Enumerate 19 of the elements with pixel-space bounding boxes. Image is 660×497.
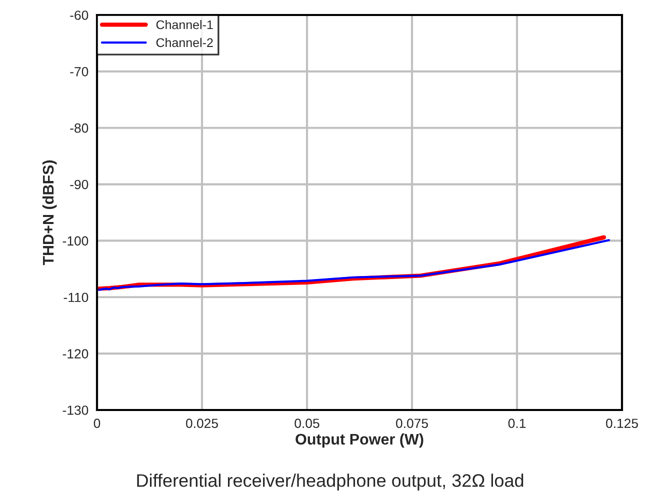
- y-tick-label: -100: [62, 236, 88, 246]
- x-tick-label: 0.05: [294, 418, 320, 428]
- y-tick-label: -90: [70, 180, 88, 190]
- y-tick-label: -110: [64, 292, 88, 302]
- x-axis-title: Output Power (W): [296, 433, 424, 448]
- y-tick-label: -120: [62, 349, 88, 358]
- x-tick-label: 0.075: [396, 418, 428, 428]
- legend-label: Channel-2: [156, 38, 213, 48]
- x-tick-label: 0.125: [606, 418, 638, 428]
- x-tick-label: 0.025: [186, 418, 218, 428]
- y-tick-label: -60: [70, 10, 88, 20]
- y-tick-label: -130: [62, 406, 88, 415]
- text: Differential receiver/headphone output, 32Ω load: [137, 474, 524, 491]
- legend-label: Channel-1: [156, 20, 213, 30]
- y-tick-label: -70: [70, 66, 88, 76]
- y-tick-label: -80: [70, 123, 88, 133]
- x-tick-label: 0.1: [508, 418, 526, 428]
- y-axis-title: THD+N (dBFS): [42, 160, 57, 266]
- x-tick-label: 0: [94, 418, 100, 428]
